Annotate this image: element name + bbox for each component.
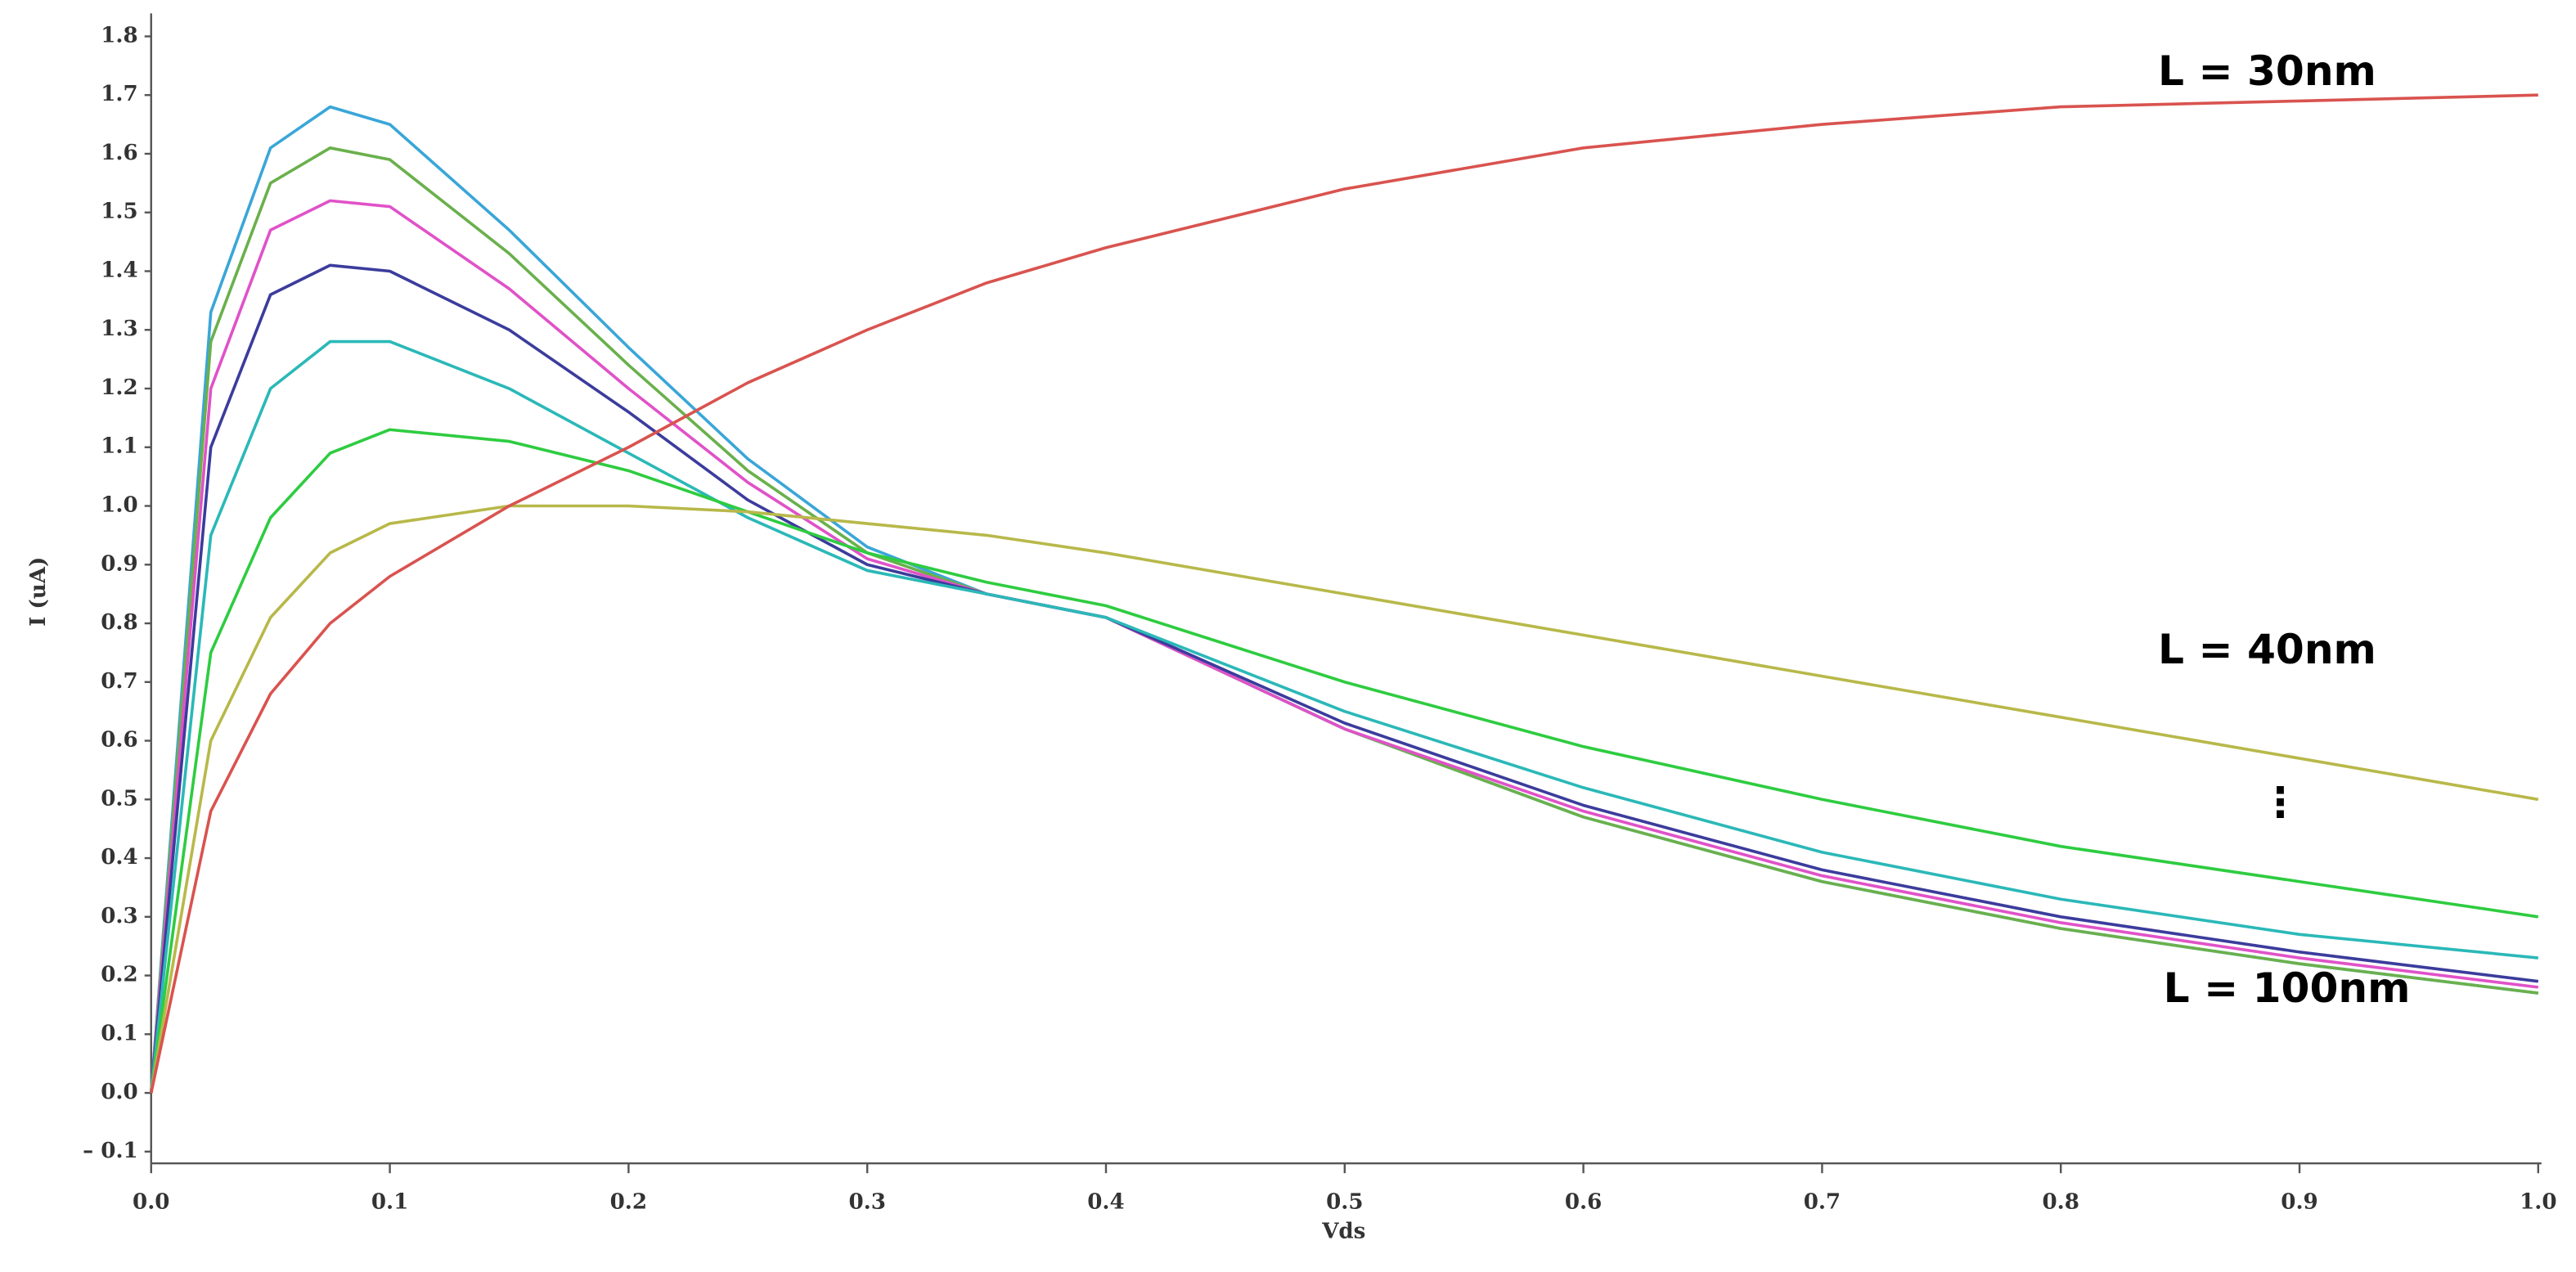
series-line xyxy=(149,93,2538,1094)
x-axis-label: Vds xyxy=(1321,1219,1365,1244)
y-tick-label: 1.5 xyxy=(101,199,137,224)
x-tick-label: 0.5 xyxy=(1326,1189,1363,1214)
y-tick-label: 0.2 xyxy=(101,962,137,987)
x-tick-label: 0.8 xyxy=(2042,1189,2079,1214)
y-tick-label: 1.2 xyxy=(101,375,137,400)
y-tick-label: 1.3 xyxy=(101,316,137,341)
y-tick-label: – 0.1 xyxy=(83,1138,138,1163)
series-line xyxy=(149,263,2539,1094)
y-tick-label: 0.3 xyxy=(101,903,137,928)
y-tick-label: 1.1 xyxy=(101,434,137,459)
y-tick-label: 1.8 xyxy=(101,22,137,47)
y-tick-label: 0.9 xyxy=(101,551,137,576)
y-tick-label: 1.0 xyxy=(101,492,137,518)
y-axis-label: I (uA) xyxy=(25,557,51,627)
x-tick-label: 0.4 xyxy=(1087,1189,1124,1214)
series-line xyxy=(149,428,2539,1094)
annotation: L = 30nm xyxy=(2158,47,2376,95)
y-tick-label: 1.6 xyxy=(101,140,137,165)
series-line xyxy=(149,199,2539,1094)
y-tick-label: 0.1 xyxy=(101,1020,137,1045)
y-tick-label: 0.8 xyxy=(101,609,137,635)
annotation: ⋮ xyxy=(2259,778,2300,826)
x-tick-label: 0.0 xyxy=(133,1189,169,1214)
y-tick-label: 1.7 xyxy=(101,81,137,106)
annotation: L = 40nm xyxy=(2158,625,2376,673)
series-line xyxy=(149,339,2538,1094)
x-tick-label: 1.0 xyxy=(2520,1189,2556,1214)
y-tick-label: 0.4 xyxy=(101,844,137,870)
y-tick-label: 1.4 xyxy=(101,257,137,282)
x-tick-label: 0.9 xyxy=(2281,1189,2318,1214)
y-tick-label: 0.0 xyxy=(101,1079,137,1104)
series-line xyxy=(149,504,2539,1094)
x-tick-label: 0.3 xyxy=(848,1189,885,1214)
x-tick-label: 0.7 xyxy=(1804,1189,1841,1214)
x-tick-label: 0.1 xyxy=(371,1189,408,1214)
x-tick-label: 0.2 xyxy=(610,1189,647,1214)
y-tick-label: 0.7 xyxy=(101,668,137,694)
y-tick-label: 0.5 xyxy=(101,785,137,811)
x-tick-label: 0.6 xyxy=(1565,1189,1602,1214)
y-tick-label: 0.6 xyxy=(101,727,137,753)
annotation: L = 100nm xyxy=(2164,964,2411,1012)
